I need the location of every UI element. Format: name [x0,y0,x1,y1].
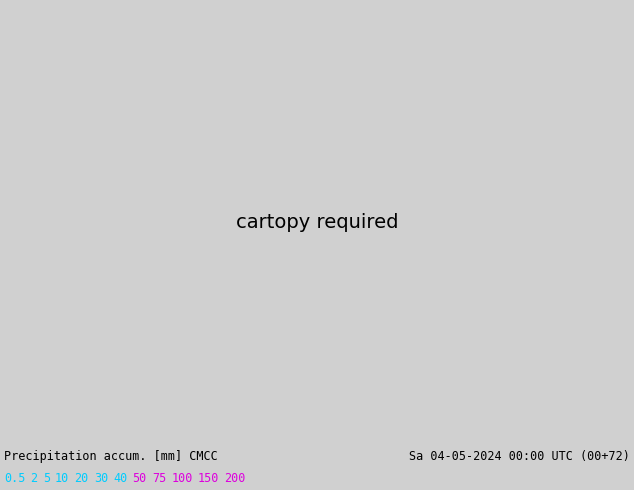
Text: 5: 5 [43,472,50,485]
Text: 0.5: 0.5 [4,472,25,485]
Text: Sa 04-05-2024 00:00 UTC (00+72): Sa 04-05-2024 00:00 UTC (00+72) [409,450,630,463]
Text: cartopy required: cartopy required [236,214,398,232]
Text: 30: 30 [94,472,108,485]
Text: 10: 10 [55,472,69,485]
Text: 50: 50 [133,472,147,485]
Text: 200: 200 [224,472,246,485]
Text: Precipitation accum. [mm] CMCC: Precipitation accum. [mm] CMCC [4,450,217,463]
Text: 150: 150 [198,472,219,485]
Text: 40: 40 [113,472,127,485]
Text: 2: 2 [30,472,38,485]
Text: 75: 75 [152,472,166,485]
Text: 100: 100 [171,472,193,485]
Text: 20: 20 [74,472,89,485]
